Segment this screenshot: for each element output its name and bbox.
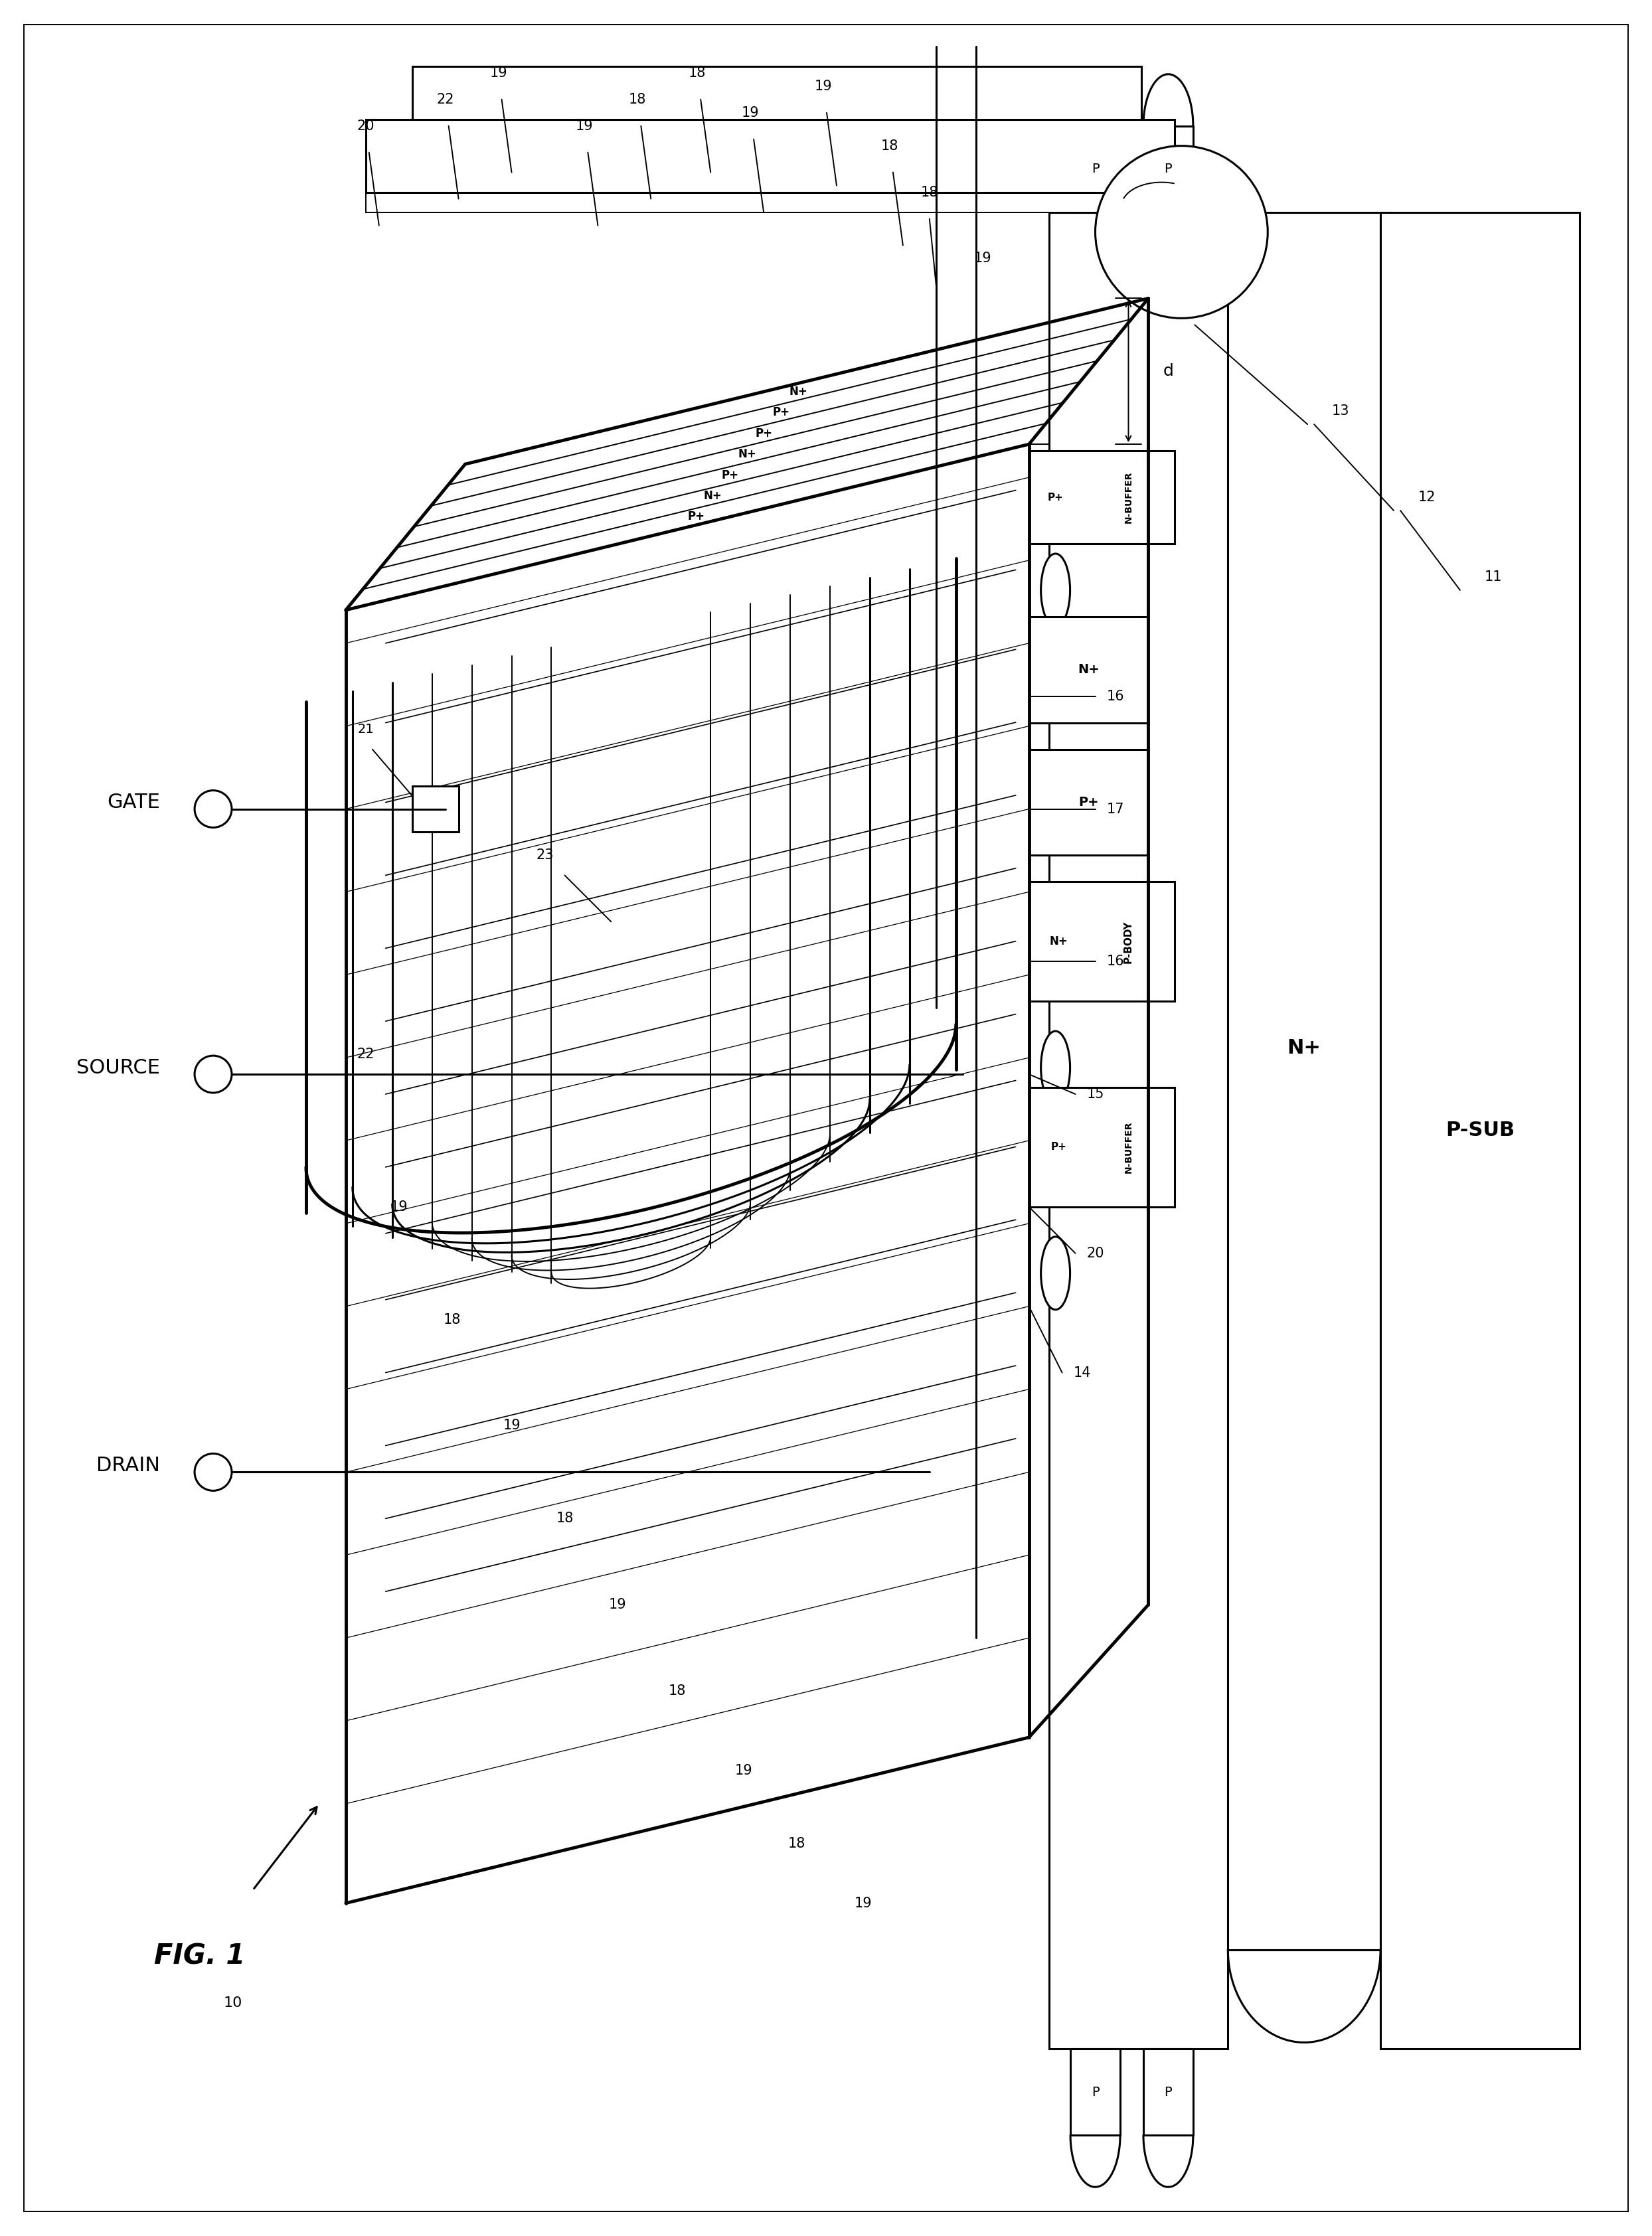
Text: 18: 18: [443, 1313, 461, 1326]
Bar: [1029, 749, 1148, 856]
Text: FIG. 1: FIG. 1: [154, 1943, 246, 1970]
Text: P+: P+: [755, 427, 773, 438]
Text: DRAIN: DRAIN: [96, 1456, 160, 1476]
Text: 21: 21: [357, 722, 373, 736]
Text: SOURCE: SOURCE: [76, 1058, 160, 1078]
Bar: [1029, 881, 1175, 1002]
Text: 20: 20: [1087, 1248, 1104, 1259]
Text: 19: 19: [489, 67, 507, 80]
Text: P+: P+: [1079, 796, 1099, 809]
Text: 22: 22: [357, 1049, 375, 1060]
Text: P+: P+: [722, 470, 738, 481]
Text: 19: 19: [577, 119, 593, 132]
Text: P: P: [1165, 163, 1173, 174]
Text: 18: 18: [669, 1684, 686, 1697]
Bar: [1143, 2048, 1193, 2135]
Text: 15: 15: [1087, 1087, 1104, 1100]
Text: P+: P+: [1051, 1143, 1067, 1152]
Ellipse shape: [1041, 555, 1070, 626]
Text: 19: 19: [742, 105, 760, 119]
Circle shape: [1095, 145, 1267, 318]
Text: 18: 18: [689, 67, 705, 80]
Text: 16: 16: [1107, 689, 1123, 702]
Text: 19: 19: [735, 1764, 753, 1778]
Text: 18: 18: [629, 92, 646, 105]
Bar: [411, 67, 1142, 119]
Text: GATE: GATE: [107, 794, 160, 812]
Text: 18: 18: [788, 1836, 806, 1849]
Text: P+: P+: [1047, 492, 1064, 503]
Text: N+: N+: [1049, 935, 1067, 948]
Bar: [1381, 212, 1579, 2048]
Text: P: P: [1092, 163, 1099, 174]
Text: 18: 18: [920, 186, 938, 199]
Text: 22: 22: [436, 92, 454, 105]
Text: N+: N+: [704, 490, 722, 501]
Text: 20: 20: [357, 119, 375, 132]
Text: 19: 19: [502, 1420, 520, 1433]
Text: 18: 18: [557, 1512, 573, 1525]
Bar: [1070, 125, 1120, 212]
Text: 18: 18: [881, 139, 899, 152]
Circle shape: [195, 789, 231, 827]
Text: 16: 16: [1107, 955, 1123, 968]
Text: N+: N+: [790, 385, 808, 398]
Text: N+: N+: [738, 447, 757, 461]
Bar: [1029, 452, 1175, 543]
Text: 11: 11: [1485, 570, 1502, 584]
Bar: [1029, 617, 1148, 722]
Text: P: P: [1092, 2086, 1099, 2097]
Text: P+: P+: [773, 407, 790, 418]
Circle shape: [195, 1453, 231, 1491]
Text: N-EPI: N-EPI: [1108, 1120, 1170, 1140]
Ellipse shape: [1041, 1031, 1070, 1105]
Bar: [365, 119, 1175, 192]
Text: 19: 19: [610, 1599, 626, 1612]
Bar: [411, 785, 459, 832]
Text: P: P: [1165, 2086, 1173, 2097]
Ellipse shape: [1041, 1237, 1070, 1310]
Text: P-BODY: P-BODY: [1123, 921, 1133, 964]
Text: P-SUB: P-SUB: [1446, 1120, 1515, 1140]
Bar: [1049, 212, 1227, 2048]
Text: P+: P+: [687, 510, 704, 523]
Text: 14: 14: [1074, 1366, 1090, 1380]
Text: N+: N+: [1077, 664, 1100, 675]
Text: 19: 19: [973, 253, 991, 266]
Circle shape: [195, 1055, 231, 1093]
Text: 17: 17: [1107, 803, 1123, 816]
Text: N+: N+: [1287, 1038, 1322, 1058]
Text: N-BUFFER: N-BUFFER: [1123, 1120, 1133, 1174]
Text: d: d: [1163, 362, 1173, 380]
Text: N-BUFFER: N-BUFFER: [1123, 472, 1133, 523]
Text: 19: 19: [814, 80, 833, 92]
Text: 10: 10: [223, 1997, 243, 2010]
Text: 13: 13: [1332, 405, 1350, 418]
Text: 19: 19: [854, 1896, 872, 1910]
Bar: [365, 186, 1175, 212]
Bar: [1143, 125, 1193, 212]
Bar: [1070, 2048, 1120, 2135]
Text: 12: 12: [1417, 490, 1436, 503]
Text: 23: 23: [535, 850, 553, 863]
Bar: [1227, 212, 1381, 1950]
Bar: [1029, 1087, 1175, 1207]
Text: 19: 19: [390, 1201, 408, 1214]
